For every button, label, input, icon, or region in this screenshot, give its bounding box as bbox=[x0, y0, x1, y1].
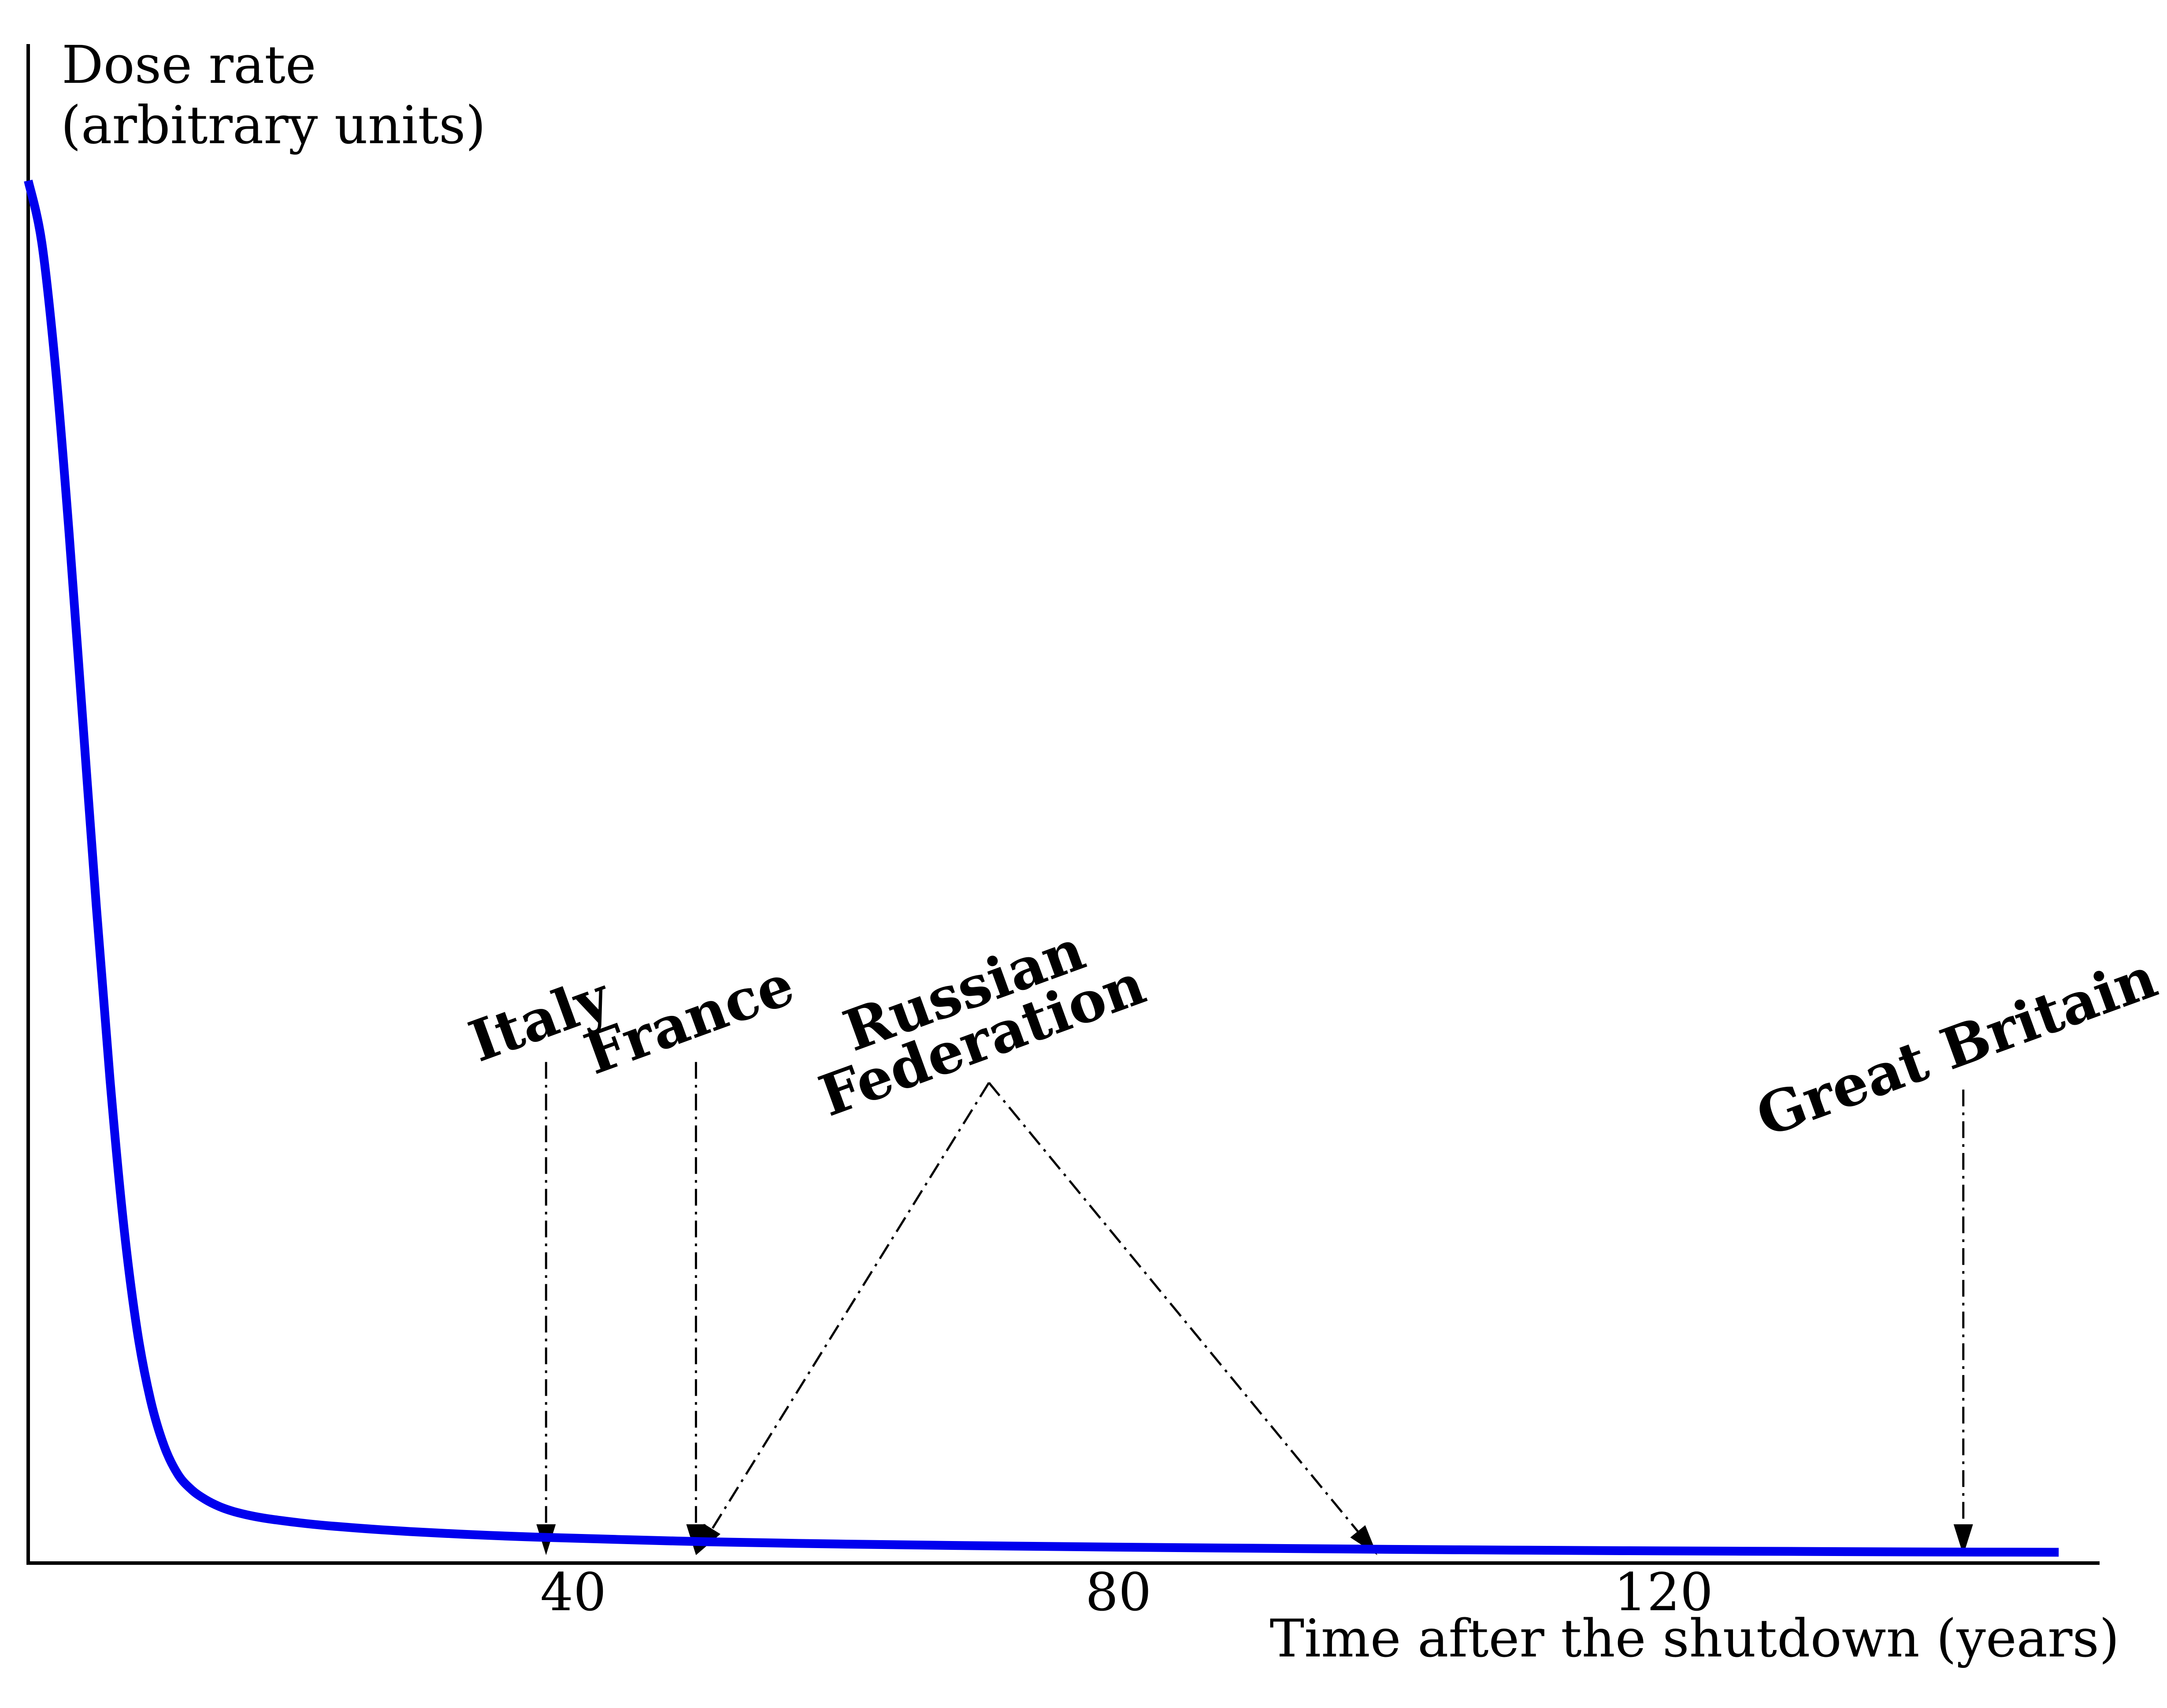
x-tick-label: 120 bbox=[1614, 1562, 1713, 1623]
annotation-arrow-line bbox=[711, 1082, 990, 1530]
y-axis-title-line2: (arbitrary units) bbox=[61, 95, 486, 156]
x-tick-label: 80 bbox=[1085, 1562, 1151, 1623]
x-tick-label: 40 bbox=[540, 1562, 606, 1623]
dose-rate-series-line bbox=[24, 179, 2059, 1557]
x-axis-title: Time after the shutdown (years) bbox=[1269, 1608, 2119, 1669]
annotation-label: France bbox=[576, 952, 802, 1088]
annotation-label-group: France bbox=[576, 952, 802, 1088]
annotation-label-group: Great Britain bbox=[1748, 945, 2165, 1150]
annotation-arrow-line bbox=[988, 1082, 1359, 1532]
annotation-arrowhead bbox=[1953, 1524, 1973, 1555]
annotation-label: Great Britain bbox=[1748, 945, 2165, 1150]
y-axis-title-line1: Dose rate bbox=[62, 34, 316, 95]
